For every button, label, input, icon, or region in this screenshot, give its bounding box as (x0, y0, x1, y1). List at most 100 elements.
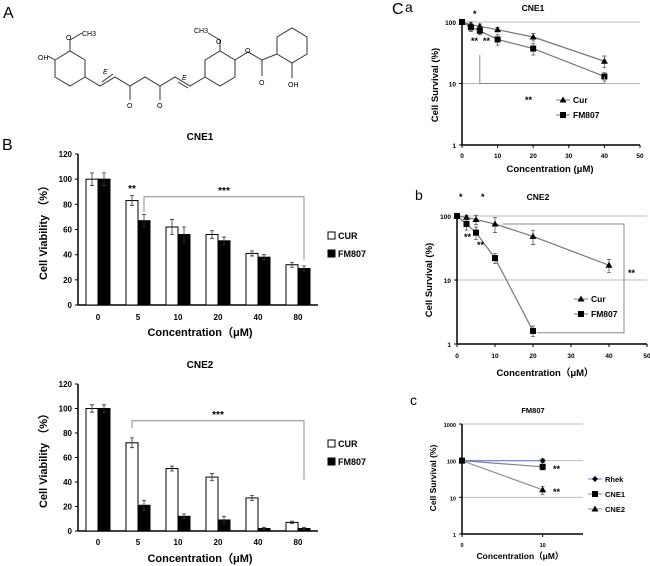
error-bar (302, 265, 306, 272)
panel-label-cc: c (410, 392, 417, 408)
series-line-cne2 (461, 460, 543, 491)
svg-text:E: E (103, 69, 108, 76)
marker-square (476, 27, 483, 34)
error-bar (130, 437, 134, 449)
bar-cur (125, 442, 139, 532)
y-tick-label: 10 (450, 496, 456, 502)
y-axis-label: Cell Viability （%） (37, 408, 50, 508)
y-tick-label: 40 (63, 251, 72, 260)
legend-label: FM807 (573, 110, 600, 120)
y-tick-label: 1000 (444, 423, 456, 429)
series-line-cne1 (461, 460, 543, 468)
x-tick-label: 0 (455, 353, 459, 360)
y-tick-label: 1 (452, 143, 456, 150)
significance-stars: * (459, 192, 463, 202)
significance-stars: ** (553, 464, 561, 474)
y-tick-label: 20 (63, 276, 72, 285)
legend-swatch (327, 457, 336, 466)
bar-cur (125, 200, 139, 306)
significance-stars: ** (477, 240, 485, 250)
bar-cur (165, 226, 179, 306)
error-bar (250, 250, 254, 257)
error-bar (262, 526, 266, 531)
x-tick-label: 80 (294, 538, 303, 547)
chart-0: CNE1 Concentration（μM) Cell Viability （%） 0… (37, 132, 366, 339)
marker-triangle (577, 295, 585, 302)
marker-triangle (591, 505, 599, 512)
significance-stars: ** (128, 184, 136, 195)
marker-square (473, 229, 479, 236)
panel-label-ca: a (405, 0, 413, 15)
chart-3: CNE2 Concentration（μM） Cell Survival (%) 1 1… (424, 192, 650, 379)
marker-square (492, 255, 498, 262)
error-bar (222, 236, 226, 245)
significance-stars: ** (483, 36, 491, 46)
svg-text:O: O (245, 48, 251, 55)
marker-square (560, 112, 566, 118)
marker-triangle (559, 96, 567, 103)
marker-square (467, 24, 474, 31)
structure-labels: OH O CH3 O O CH3 O O O OH E E (38, 28, 299, 110)
marker-triangle (529, 33, 537, 40)
legend-label: Cur (573, 95, 588, 105)
x-axis-label: Concentration (μM) (506, 164, 593, 175)
significance-stars: ** (464, 232, 472, 242)
marker-square (578, 311, 584, 317)
svg-text:O: O (259, 80, 265, 87)
significance-bracket (131, 420, 305, 480)
x-tick-label: 20 (529, 353, 537, 360)
bar-fm807 (297, 268, 311, 306)
x-tick-label: 80 (294, 313, 303, 322)
y-tick-label: 20 (63, 503, 72, 512)
marker-diamond (539, 457, 546, 464)
error-bar (210, 230, 214, 239)
x-axis-label: Concentration（μM) (147, 552, 252, 565)
x-tick-label: 30 (567, 353, 575, 360)
marker-square (454, 213, 460, 219)
marker-square (530, 327, 536, 334)
marker-square (463, 220, 470, 227)
marker-triangle (600, 57, 608, 64)
error-bar (210, 473, 214, 482)
error-bar (142, 499, 146, 511)
error-bar (250, 495, 254, 501)
bar-fm807 (217, 240, 231, 306)
marker-triangle (529, 232, 537, 239)
y-tick-label: 1 (447, 342, 451, 349)
chart-title: FM807 (521, 406, 544, 415)
marker-triangle (458, 457, 466, 464)
x-tick-label: 0 (96, 538, 101, 547)
x-tick-label: 20 (214, 538, 223, 547)
significance-stars: ** (525, 95, 533, 105)
significance-stars: *** (218, 186, 230, 197)
svg-text:CH3: CH3 (82, 31, 96, 38)
bar-cur (205, 476, 219, 532)
bar-fm807 (97, 408, 111, 532)
significance-stars: ** (628, 268, 636, 278)
bar-cur (85, 178, 99, 306)
chart-1: CNE2 Concentration（μM) Cell Viability （%） 0… (37, 360, 366, 565)
error-bar (222, 515, 226, 525)
significance-bracket (143, 196, 305, 260)
error-bar (102, 172, 106, 186)
y-tick-label: 1 (453, 533, 456, 539)
x-tick-label: 30 (565, 153, 573, 160)
marker-square (459, 19, 465, 25)
y-tick-label: 10 (444, 278, 452, 285)
significance-stars: ** (553, 487, 561, 497)
svg-text:E: E (182, 75, 187, 82)
y-tick-label: 80 (63, 429, 72, 438)
error-bar (290, 261, 294, 268)
y-tick-label: 0 (68, 527, 73, 536)
bar-cur (245, 252, 259, 306)
y-tick-label: 100 (440, 214, 451, 221)
marker-triangle (472, 216, 480, 223)
y-tick-label: 100 (447, 460, 456, 466)
significance-bracket (479, 55, 605, 84)
marker-square (494, 36, 501, 43)
chemical-structure (47, 27, 308, 100)
error-bar (130, 195, 134, 206)
y-tick-label: 100 (59, 175, 73, 184)
marker-triangle (605, 261, 613, 268)
